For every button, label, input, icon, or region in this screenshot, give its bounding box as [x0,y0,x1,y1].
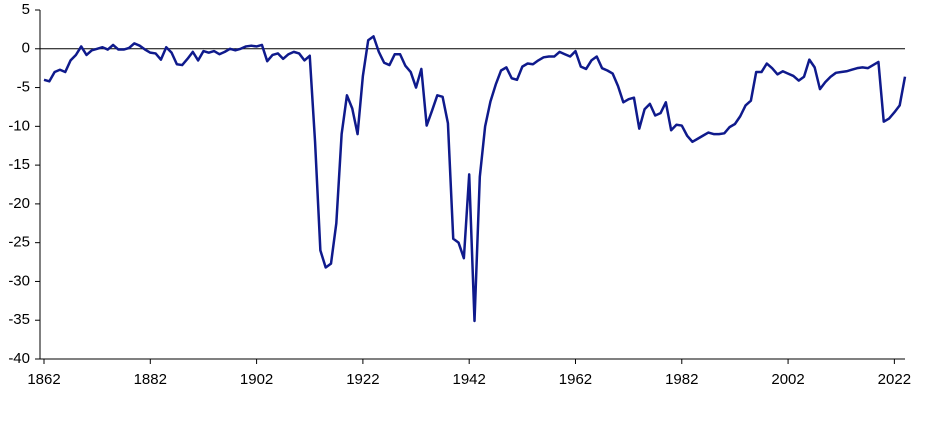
y-tick-label: -5 [17,79,30,96]
x-tick-label: 1862 [27,371,60,388]
x-tick-label: 1942 [452,371,485,388]
y-tick-label: 0 [22,40,30,57]
x-tick-label: 1902 [240,371,273,388]
y-tick-label: -35 [8,311,30,328]
y-tick-label: -20 [8,195,30,212]
x-tick-label: 1882 [134,371,167,388]
y-tick-label: -10 [8,117,30,134]
y-tick-label: 5 [22,1,30,18]
y-tick-label: -40 [8,350,30,367]
x-tick-label: 2002 [771,371,804,388]
y-tick-label: -25 [8,234,30,251]
x-tick-label: 1982 [665,371,698,388]
y-tick-label: -15 [8,156,30,173]
x-tick-label: 2022 [878,371,911,388]
x-tick-label: 1962 [559,371,592,388]
y-tick-label: -30 [8,272,30,289]
data-line [43,35,907,323]
x-tick-label: 1922 [346,371,379,388]
